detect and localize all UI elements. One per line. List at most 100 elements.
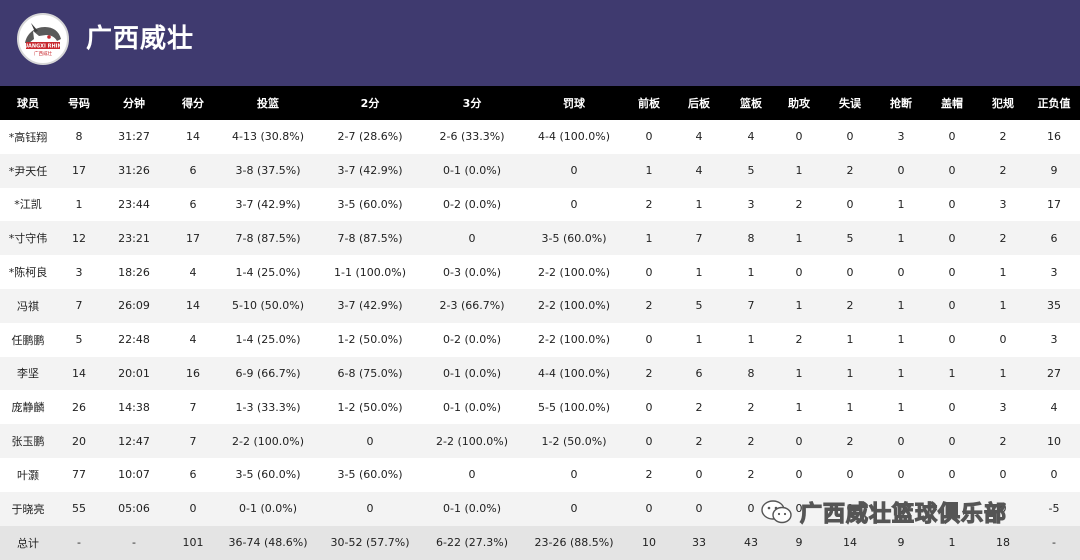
stl-cell: 0	[876, 491, 926, 526]
total-points-cell: 101	[166, 525, 220, 560]
number-cell: 55	[56, 491, 102, 526]
two-pt-cell: 7-8 (87.5%)	[316, 221, 424, 256]
points-cell: 6	[166, 457, 220, 492]
points-cell: 7	[166, 424, 220, 458]
header-two-pt-col: 2分	[316, 86, 424, 120]
two-pt-cell: 3-5 (60.0%)	[316, 187, 424, 222]
three-pt-cell: 2-6 (33.3%)	[424, 120, 520, 154]
tov-cell: 1	[824, 322, 876, 357]
blk-cell: 0	[926, 255, 978, 289]
table-row: 任鹏鹏 5 22:48 4 1-4 (25.0%) 1-2 (50.0%) 0-2 (0.0…	[0, 322, 1080, 357]
header-three-pt-col: 3分	[424, 86, 520, 120]
foul-cell: 0	[978, 457, 1028, 492]
reb-cell: 3	[728, 187, 774, 222]
table-row: 李坚 14 20:01 16 6-9 (66.7%) 6-8 (75.0%) 0-1 (0.…	[0, 356, 1080, 391]
foul-cell: 2	[978, 424, 1028, 458]
blk-cell: 1	[926, 356, 978, 391]
tov-cell: 0	[824, 457, 876, 492]
stl-cell: 0	[876, 457, 926, 492]
reb-cell: 0	[728, 491, 774, 526]
oreb-cell: 2	[628, 356, 670, 391]
two-pt-cell: 3-7 (42.9%)	[316, 288, 424, 323]
logo-subtext: 广西威壮	[34, 50, 52, 57]
oreb-cell: 0	[628, 424, 670, 458]
dreb-cell: 5	[670, 288, 728, 323]
reb-cell: 1	[728, 255, 774, 289]
three-pt-cell: 0-2 (0.0%)	[424, 187, 520, 222]
two-pt-cell: 6-8 (75.0%)	[316, 356, 424, 391]
ast-cell: 2	[774, 322, 824, 357]
three-pt-cell: 0	[424, 221, 520, 256]
minutes-cell: 12:47	[102, 424, 166, 458]
table-row: *高钰翔 8 31:27 14 4-13 (30.8%) 2-7 (28.6%) 2-6 (…	[0, 120, 1080, 154]
total-dreb-cell: 33	[670, 525, 728, 560]
tov-cell: 0	[824, 491, 876, 526]
header-ast-col: 助攻	[774, 86, 824, 120]
minutes-cell: 31:26	[102, 153, 166, 188]
ast-cell: 2	[774, 187, 824, 222]
ast-cell: 0	[774, 424, 824, 458]
dreb-cell: 2	[670, 424, 728, 458]
table-row: 庞静麟 26 14:38 7 1-3 (33.3%) 1-2 (50.0%) 0-1 (0.…	[0, 390, 1080, 425]
table-row: *尹天任 17 31:26 6 3-8 (37.5%) 3-7 (42.9%) 0-1 (0…	[0, 153, 1080, 188]
plus-minus-cell: -5	[1028, 491, 1080, 526]
player-cell: 张玉鹏	[0, 424, 56, 458]
number-cell: 1	[56, 187, 102, 222]
three-pt-cell: 0-1 (0.0%)	[424, 390, 520, 425]
stl-cell: 1	[876, 221, 926, 256]
dreb-cell: 2	[670, 390, 728, 425]
ast-cell: 0	[774, 120, 824, 154]
points-cell: 4	[166, 255, 220, 289]
three-pt-cell: 2-3 (66.7%)	[424, 288, 520, 323]
ast-cell: 0	[774, 491, 824, 526]
plus-minus-cell: 27	[1028, 356, 1080, 391]
total-player-cell: 总计	[0, 525, 56, 560]
blk-cell: 0	[926, 457, 978, 492]
oreb-cell: 0	[628, 322, 670, 357]
ft-cell: 4-4 (100.0%)	[520, 120, 628, 154]
foul-cell: 2	[978, 153, 1028, 188]
number-cell: 20	[56, 424, 102, 458]
reb-cell: 1	[728, 322, 774, 357]
player-cell: 任鹏鹏	[0, 322, 56, 357]
tov-cell: 2	[824, 424, 876, 458]
foul-cell: 1	[978, 356, 1028, 391]
total-number-cell: -	[56, 525, 102, 560]
total-minutes-cell: -	[102, 525, 166, 560]
stl-cell: 0	[876, 153, 926, 188]
number-cell: 14	[56, 356, 102, 391]
points-cell: 6	[166, 153, 220, 188]
blk-cell: 0	[926, 120, 978, 154]
fg-cell: 1-4 (25.0%)	[220, 322, 316, 357]
plus-minus-cell: 35	[1028, 288, 1080, 323]
header-ft-col: 罚球	[520, 86, 628, 120]
total-ast-cell: 9	[774, 525, 824, 560]
reb-cell: 8	[728, 221, 774, 256]
blk-cell: 0	[926, 390, 978, 425]
ft-cell: 2-2 (100.0%)	[520, 288, 628, 323]
player-cell: *江凯	[0, 187, 56, 222]
number-cell: 17	[56, 153, 102, 188]
table-row: *寸守伟 12 23:21 17 7-8 (87.5%) 7-8 (87.5%) 0 3-5 …	[0, 221, 1080, 256]
ast-cell: 0	[774, 457, 824, 492]
total-reb-cell: 43	[728, 525, 774, 560]
total-ft-cell: 23-26 (88.5%)	[520, 525, 628, 560]
table-row: 叶灏 77 10:07 6 3-5 (60.0%) 3-5 (60.0%) 0 0 2 0 2 0 0 0…	[0, 457, 1080, 492]
table-header-row: 球员 号码 分钟 得分 投篮 2分 3分 罚球 前板 后板 篮板 助攻 失误 抢断 盖帽 犯规 正负值	[0, 86, 1080, 120]
header-oreb-col: 前板	[628, 86, 670, 120]
ft-cell: 0	[520, 187, 628, 222]
three-pt-cell: 0	[424, 457, 520, 492]
stl-cell: 3	[876, 120, 926, 154]
team-header: GUANGXI RHINO 广西威壮 广西威壮	[0, 0, 1080, 86]
foul-cell: 2	[978, 221, 1028, 256]
dreb-cell: 1	[670, 255, 728, 289]
dreb-cell: 6	[670, 356, 728, 391]
fg-cell: 1-3 (33.3%)	[220, 390, 316, 425]
fg-cell: 4-13 (30.8%)	[220, 120, 316, 154]
reb-cell: 5	[728, 153, 774, 188]
reb-cell: 4	[728, 120, 774, 154]
stl-cell: 1	[876, 390, 926, 425]
table-row: 冯祺 7 26:09 14 5-10 (50.0%) 3-7 (42.9%) 2-3 (66…	[0, 288, 1080, 323]
minutes-cell: 14:38	[102, 390, 166, 425]
fg-cell: 3-5 (60.0%)	[220, 457, 316, 492]
